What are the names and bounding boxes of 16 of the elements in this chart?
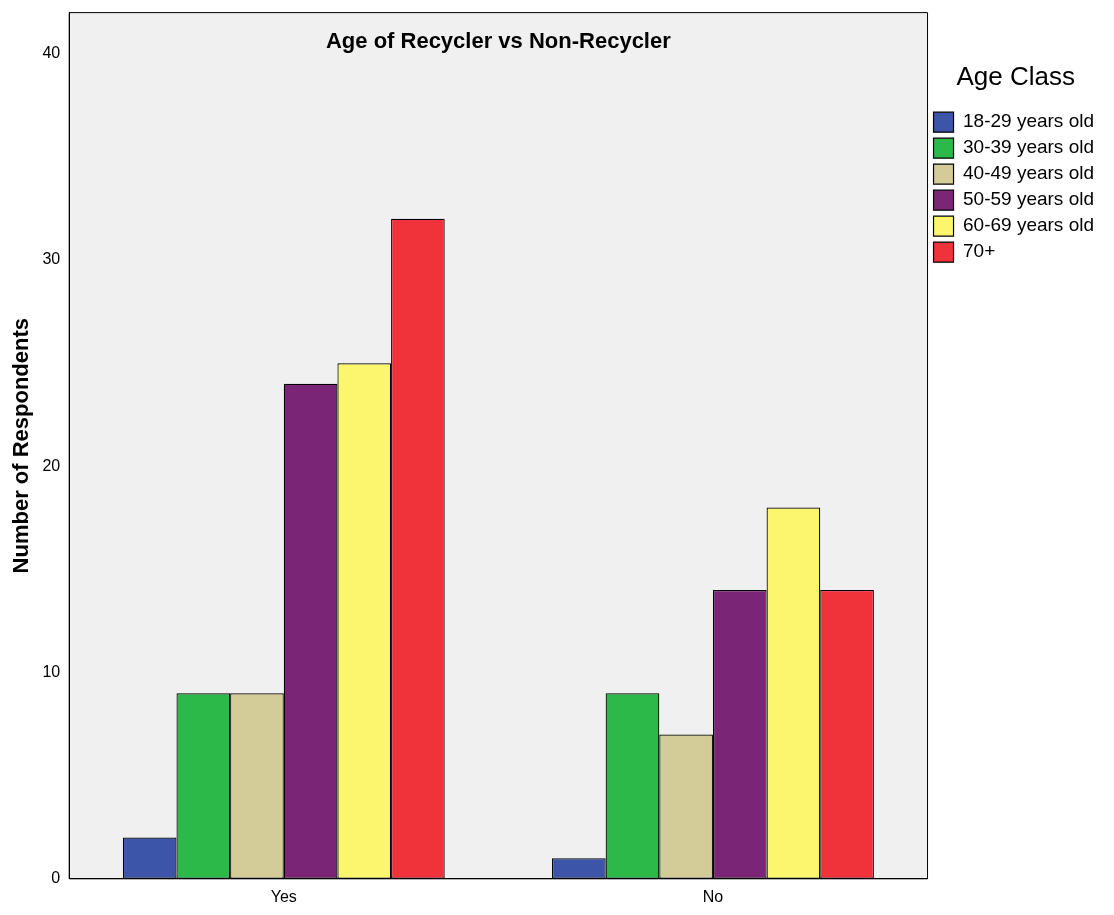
- legend-label: 30-39 years old: [963, 136, 1094, 158]
- y-tick-label: 40: [42, 44, 61, 62]
- y-tick-label: 0: [51, 869, 61, 887]
- x-tick-label: No: [702, 887, 724, 905]
- text: Age of Recycler vs Non-Recycler: [325, 27, 672, 53]
- y-tick-label: 30: [42, 250, 61, 268]
- y-tick-label: 10: [42, 662, 61, 680]
- legend-label: 50-59 years old: [963, 188, 1094, 210]
- legend-label: 18-29 years old: [963, 110, 1094, 132]
- legend-label: 40-49 years old: [963, 162, 1094, 184]
- x-tick-label: Yes: [270, 887, 297, 905]
- legend-label: 60-69 years old: [963, 214, 1094, 236]
- y-axis-title: Number of Respondents: [8, 317, 34, 574]
- legend-title: Age Class: [956, 61, 1076, 92]
- y-tick-label: 20: [42, 456, 61, 474]
- legend-label: 70+: [963, 240, 996, 262]
